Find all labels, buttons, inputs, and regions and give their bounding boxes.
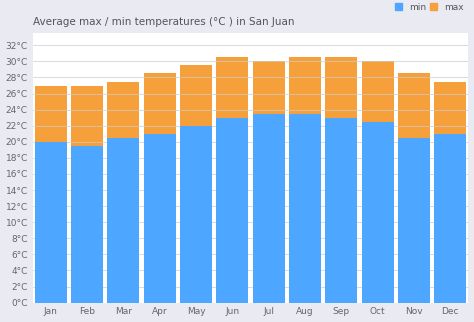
Bar <box>217 57 248 303</box>
Bar <box>398 138 430 303</box>
Bar <box>35 86 67 303</box>
Bar <box>108 138 139 303</box>
Bar <box>144 73 176 303</box>
Bar <box>434 134 466 303</box>
Bar <box>253 114 285 303</box>
Bar <box>180 65 212 303</box>
Text: Average max / min temperatures (°C ) in San Juan: Average max / min temperatures (°C ) in … <box>33 17 294 27</box>
Bar <box>253 62 285 303</box>
Bar <box>108 81 139 303</box>
Bar <box>362 62 393 303</box>
Bar <box>144 134 176 303</box>
Bar <box>217 118 248 303</box>
Legend: min, max: min, max <box>395 3 464 12</box>
Bar <box>289 57 321 303</box>
Bar <box>434 81 466 303</box>
Bar <box>71 86 103 303</box>
Bar <box>362 122 393 303</box>
Bar <box>325 57 357 303</box>
Bar <box>71 146 103 303</box>
Bar <box>180 126 212 303</box>
Bar <box>398 73 430 303</box>
Bar <box>35 142 67 303</box>
Bar <box>325 118 357 303</box>
Bar <box>289 114 321 303</box>
